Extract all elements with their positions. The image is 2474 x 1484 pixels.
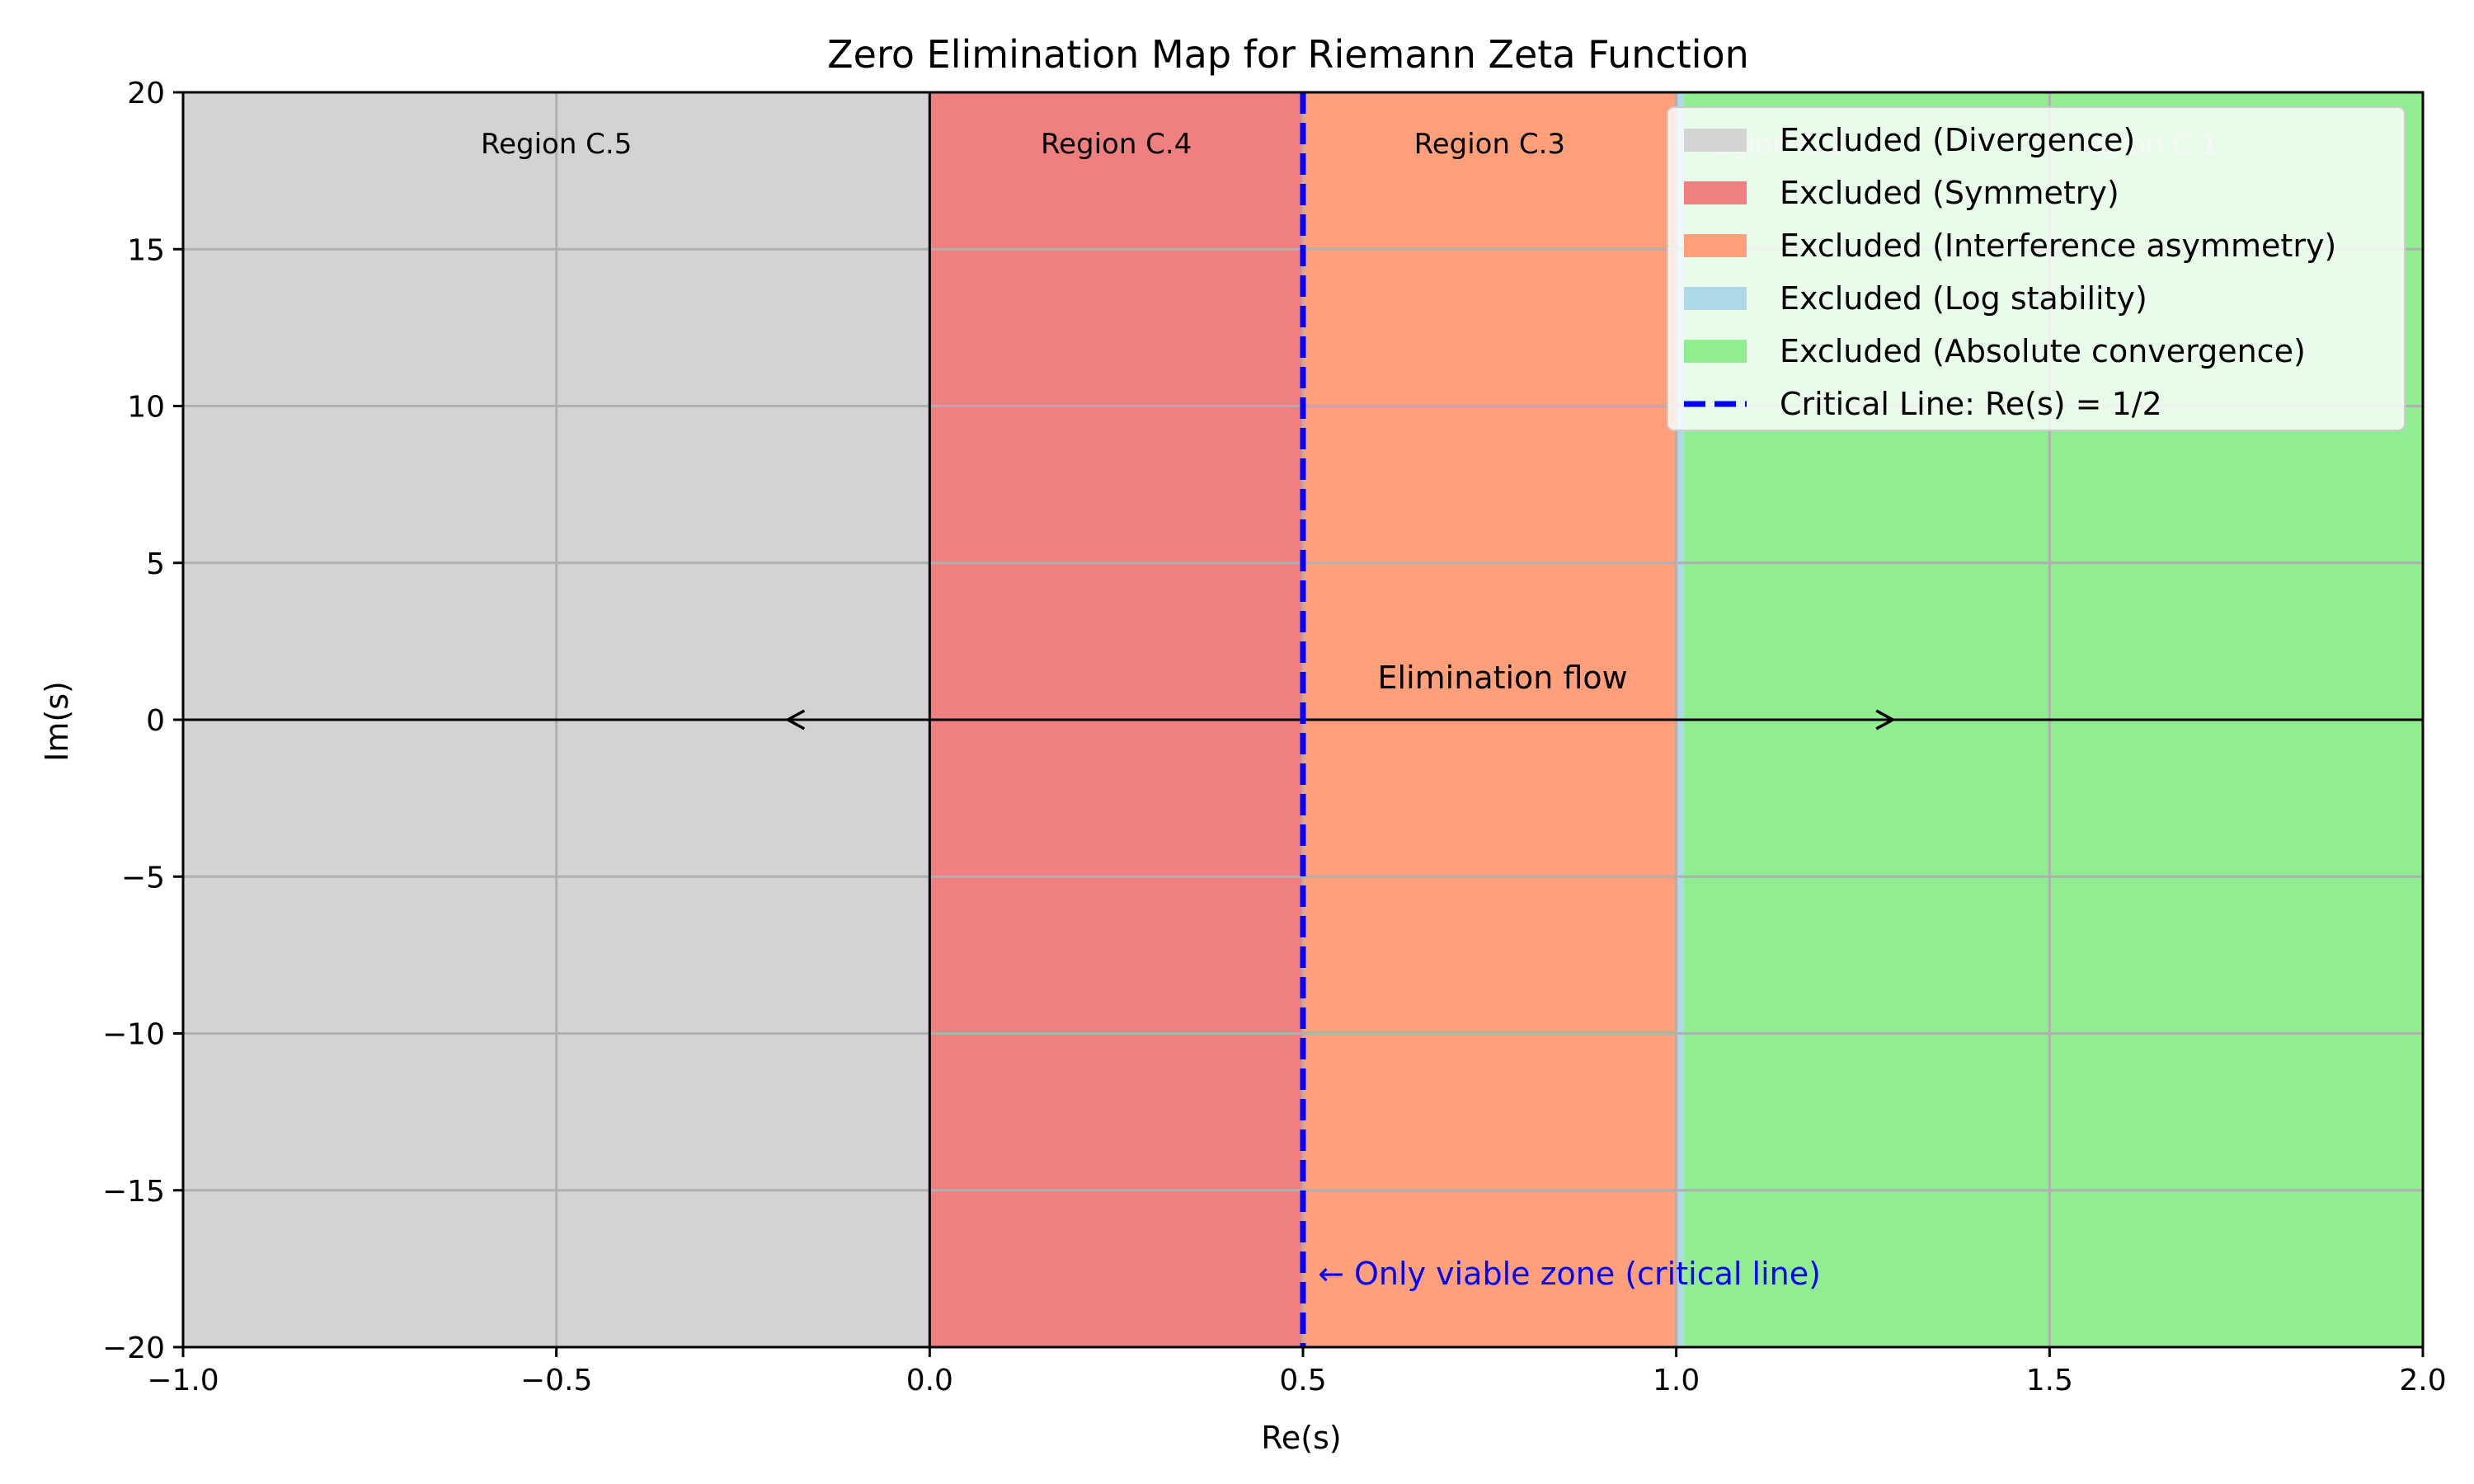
legend-swatch-4 [1684,287,1747,310]
legend: Excluded (Divergence) Excluded (Symmetry)… [1667,106,2406,431]
y-tick-label: −5 [121,861,165,895]
elimination-arrow-head [1875,709,1896,730]
legend-swatch-3 [1684,234,1747,257]
legend-entry-label: Excluded (Symmetry) [1780,175,2119,211]
legend-box [1667,106,2406,431]
legend-entry-label: Excluded (Log stability) [1780,280,2147,317]
y-tick-label: −15 [102,1175,165,1209]
x-tick-label: 0.0 [906,1364,953,1397]
legend-entry-label: Excluded (Divergence) [1780,122,2135,158]
chart-title: Zero Elimination Map for Riemann Zeta Fu… [827,32,1749,77]
ticks-layer: −1.0 −0.5 0.0 0.5 1.0 1.5 2.0 20 15 10 5 0 −5 −10 −15 −… [102,77,2447,1397]
legend-entry-label: Excluded (Absolute convergence) [1780,333,2306,369]
y-tick-label: −20 [102,1331,165,1365]
legend-entry-label: Excluded (Interference asymmetry) [1780,228,2336,264]
y-tick-label: 15 [127,233,165,267]
legend-swatch-1 [1684,129,1747,152]
y-tick-label: 0 [146,704,165,738]
x-tick-label: 2.0 [2399,1364,2446,1397]
x-tick-label: 0.5 [1279,1364,1326,1397]
x-tick-label: 1.0 [1653,1364,1700,1397]
legend-entry-label: Critical Line: Re(s) = 1/2 [1780,386,2162,422]
y-axis-label: Im(s) [39,681,75,762]
y-tick-label: 5 [146,547,165,581]
x-tick-label: 1.5 [2026,1364,2073,1397]
legend-swatch-2 [1684,181,1747,204]
region-label-2: Region C.4 [1041,128,1192,161]
elimination-flow-annotation: Elimination flow [1378,660,1628,696]
y-tick-label: 20 [127,77,165,110]
x-tick-label: −1.0 [147,1364,219,1397]
region-label-3: Region C.3 [1414,128,1565,161]
viable-zone-annotation: ← Only viable zone (critical line) [1318,1256,1821,1292]
annotation-layer: Elimination flow ← Only viable zone (crit… [784,660,1896,1292]
elimination-arrow-head [784,709,806,730]
region-label-1: Region C.5 [481,128,632,161]
y-tick-label: −10 [102,1018,165,1052]
x-axis-label: Re(s) [1261,1420,1342,1456]
legend-swatch-5 [1684,340,1747,363]
x-tick-label: −0.5 [520,1364,592,1397]
y-tick-label: 10 [127,391,165,425]
